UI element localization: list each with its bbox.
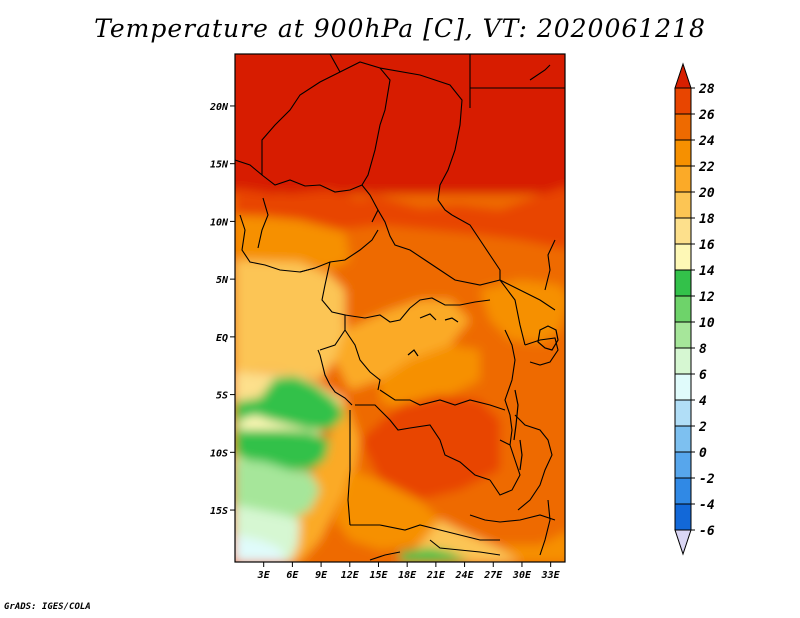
x-tick-label: 9E <box>315 570 328 581</box>
chart-title: Temperature at 900hPa [C], VT: 202006121… <box>94 14 706 43</box>
temperature-field <box>235 54 565 562</box>
colorbar-swatch <box>674 425 692 453</box>
colorbar-label: 12 <box>699 290 715 305</box>
x-tick-label: 27E <box>483 570 503 581</box>
country-boundaries <box>235 54 565 561</box>
colorbar-label: 18 <box>699 212 715 227</box>
y-tick-label: 10S <box>210 448 228 459</box>
colorbar-label: 24 <box>698 134 715 149</box>
colorbar-swatch <box>674 373 692 401</box>
colorbar-label: 10 <box>699 316 715 331</box>
colorbar-label: 2 <box>698 420 707 435</box>
colorbar-swatch <box>674 399 692 427</box>
colorbar-swatch <box>674 269 692 297</box>
colorbar-swatch <box>674 139 692 167</box>
colorbar-swatch <box>674 87 692 115</box>
colorbar-label: -6 <box>699 524 715 539</box>
colorbar-label: 4 <box>699 394 707 409</box>
y-tick-label: 15S <box>210 506 228 517</box>
x-tick-label: 15E <box>369 570 388 581</box>
x-tick-label: 3E <box>257 570 271 581</box>
x-tick-label: 33E <box>541 570 561 581</box>
colorbar-swatch <box>674 217 692 245</box>
colorbar-label: 22 <box>698 160 715 175</box>
colorbar-label: 16 <box>699 238 715 253</box>
x-tick-label: 21E <box>426 570 446 581</box>
y-tick-label: 10N <box>210 217 229 228</box>
colorbar-swatch <box>674 503 692 531</box>
colorbar-swatch <box>674 477 692 505</box>
colorbar-label: 8 <box>699 342 707 357</box>
colorbar-swatch <box>674 113 692 141</box>
colorbar-swatch <box>674 295 692 323</box>
lakes <box>407 313 559 471</box>
x-tick-label: 24E <box>455 570 475 581</box>
y-axis: 20N 15N 10N 5N EQ 5S 10S 15S <box>209 102 235 517</box>
colorbar-top-arrow <box>674 62 692 89</box>
y-tick-label: 5N <box>216 275 229 286</box>
colorbar-label: 20 <box>698 186 715 201</box>
colorbar-label: 26 <box>698 108 715 123</box>
colorbar-swatch <box>674 165 692 193</box>
x-tick-label: 30E <box>512 570 532 581</box>
y-tick-label: 5S <box>216 391 228 402</box>
colorbar-swatch <box>674 451 692 479</box>
y-tick-label: EQ <box>216 333 228 344</box>
x-axis: 3E 6E 9E 12E 15E 18E 21E 24E 27E 30E 33E <box>257 562 561 581</box>
colorbar-swatch <box>674 347 692 375</box>
x-tick-label: 12E <box>341 570 360 581</box>
colorbar-label: 14 <box>699 264 715 279</box>
y-tick-label: 20N <box>209 102 229 113</box>
y-tick-label: 15N <box>210 160 229 171</box>
colorbar-label: 28 <box>698 82 715 97</box>
colorbar-label: 0 <box>699 446 707 461</box>
colorbar-label: 6 <box>699 368 707 383</box>
colorbar-swatch <box>674 321 692 349</box>
colorbar-swatch <box>674 243 692 271</box>
colorbar-swatch <box>674 191 692 219</box>
x-tick-label: 6E <box>286 570 299 581</box>
grads-credit: GrADS: IGES/COLA <box>4 602 91 612</box>
map-frame <box>234 53 566 563</box>
colorbar-label: -4 <box>699 498 715 513</box>
colorbar-bottom-arrow <box>674 529 692 556</box>
colorbar-label: -2 <box>699 472 715 487</box>
x-tick-label: 18E <box>398 570 417 581</box>
